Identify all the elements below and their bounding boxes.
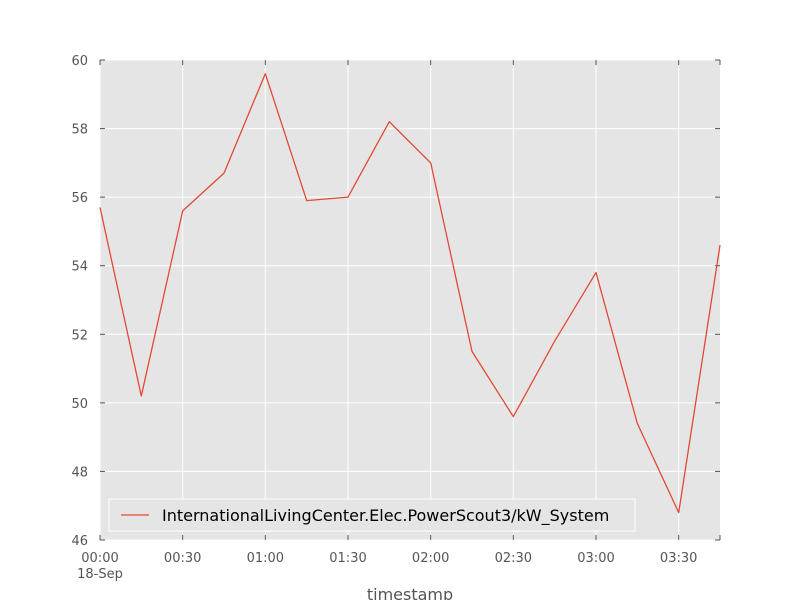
series-layer bbox=[99, 73, 721, 514]
y-tick-label: 54 bbox=[71, 260, 88, 275]
y-tick-label: 52 bbox=[71, 328, 88, 343]
x-tick-label: 00:00 bbox=[81, 551, 118, 566]
x-tick-label: 03:30 bbox=[660, 551, 697, 566]
x-tick-label: 02:30 bbox=[495, 551, 532, 566]
y-tick-label: 50 bbox=[71, 397, 88, 412]
x-tick-label: 01:00 bbox=[247, 551, 284, 566]
x-axis-title: timestamp bbox=[367, 585, 453, 600]
x-tick-sublabel: 18-Sep bbox=[77, 567, 123, 582]
legend-label: InternationalLivingCenter.Elec.PowerScou… bbox=[162, 506, 609, 526]
x-tick-label: 03:00 bbox=[577, 551, 614, 566]
plot-area bbox=[100, 60, 720, 540]
y-tick-label: 46 bbox=[71, 534, 88, 549]
x-tick-label: 00:30 bbox=[164, 551, 201, 566]
y-tick-label: 56 bbox=[71, 191, 88, 206]
series-line bbox=[99, 73, 721, 514]
y-tick-label: 60 bbox=[71, 54, 88, 69]
x-tick-label: 02:00 bbox=[412, 551, 449, 566]
legend-box bbox=[108, 498, 636, 532]
grid-lines bbox=[99, 59, 720, 541]
legend: InternationalLivingCenter.Elec.PowerScou… bbox=[108, 498, 636, 532]
y-tick-label: 58 bbox=[71, 123, 88, 138]
x-tick-label: 01:30 bbox=[329, 551, 366, 566]
y-tick-label: 48 bbox=[71, 465, 88, 480]
